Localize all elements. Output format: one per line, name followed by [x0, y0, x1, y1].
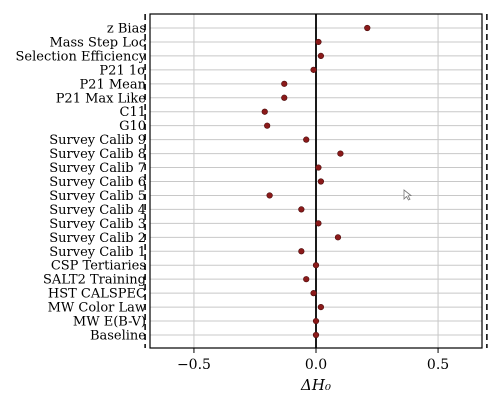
- data-point: [334, 234, 342, 241]
- x-axis-title: ΔH₀: [300, 376, 331, 394]
- category-label: Survey Calib 3: [49, 217, 146, 232]
- category-label: Survey Calib 4: [49, 203, 146, 218]
- cursor-arrow-icon: [403, 189, 413, 201]
- data-point: [264, 122, 271, 129]
- category-label: Survey Calib 7: [49, 161, 146, 176]
- x-tick-label: 0.5: [427, 357, 449, 373]
- category-label: MW Color Law: [48, 301, 146, 316]
- data-point: [298, 206, 305, 213]
- category-label: Survey Calib 9: [49, 133, 146, 148]
- data-point: [310, 66, 317, 73]
- data-point: [303, 136, 310, 143]
- category-label: SALT2 Training: [43, 273, 146, 288]
- x-tick-label: 0.0: [305, 357, 327, 373]
- data-point: [298, 248, 305, 255]
- data-point: [261, 108, 268, 115]
- category-label: CSP Tertiaries: [51, 259, 146, 274]
- x-tick-label: −0.5: [177, 357, 211, 373]
- data-point: [281, 80, 288, 87]
- category-label: Selection Efficiency: [16, 49, 147, 64]
- data-point: [303, 276, 310, 283]
- category-label: P21 Max Like: [56, 91, 147, 106]
- data-point: [317, 303, 324, 311]
- data-point: [312, 262, 320, 269]
- data-point: [315, 38, 322, 46]
- category-label: Survey Calib 1: [49, 245, 146, 260]
- category-label: G10: [119, 119, 146, 134]
- category-label: z Bias: [107, 22, 146, 37]
- category-label: Survey Calib 8: [49, 147, 146, 162]
- category-label: Survey Calib 5: [49, 189, 146, 204]
- category-label: Survey Calib 2: [49, 231, 146, 246]
- data-point: [337, 150, 344, 157]
- category-label: C11: [120, 105, 147, 120]
- category-label: P21 Mean: [79, 77, 146, 92]
- category-label: MW E(B-V): [73, 315, 146, 330]
- data-point: [310, 290, 317, 297]
- category-label: Survey Calib 6: [49, 175, 146, 190]
- x-tick-labels: −0.5 0.0 0.5: [177, 348, 449, 373]
- data-point: [315, 164, 322, 171]
- category-label: Mass Step Loc: [49, 35, 146, 50]
- category-label: Baseline: [90, 329, 146, 344]
- data-points: [261, 24, 371, 339]
- category-label: HST CALSPEC: [48, 287, 146, 302]
- data-point: [364, 24, 371, 32]
- data-point: [315, 220, 322, 227]
- data-point: [312, 317, 320, 325]
- data-point: [317, 52, 324, 60]
- data-point: [317, 178, 324, 185]
- data-point: [266, 192, 273, 199]
- category-label: P21 1σ: [99, 63, 146, 78]
- data-point: [281, 94, 288, 101]
- data-point: [312, 331, 320, 339]
